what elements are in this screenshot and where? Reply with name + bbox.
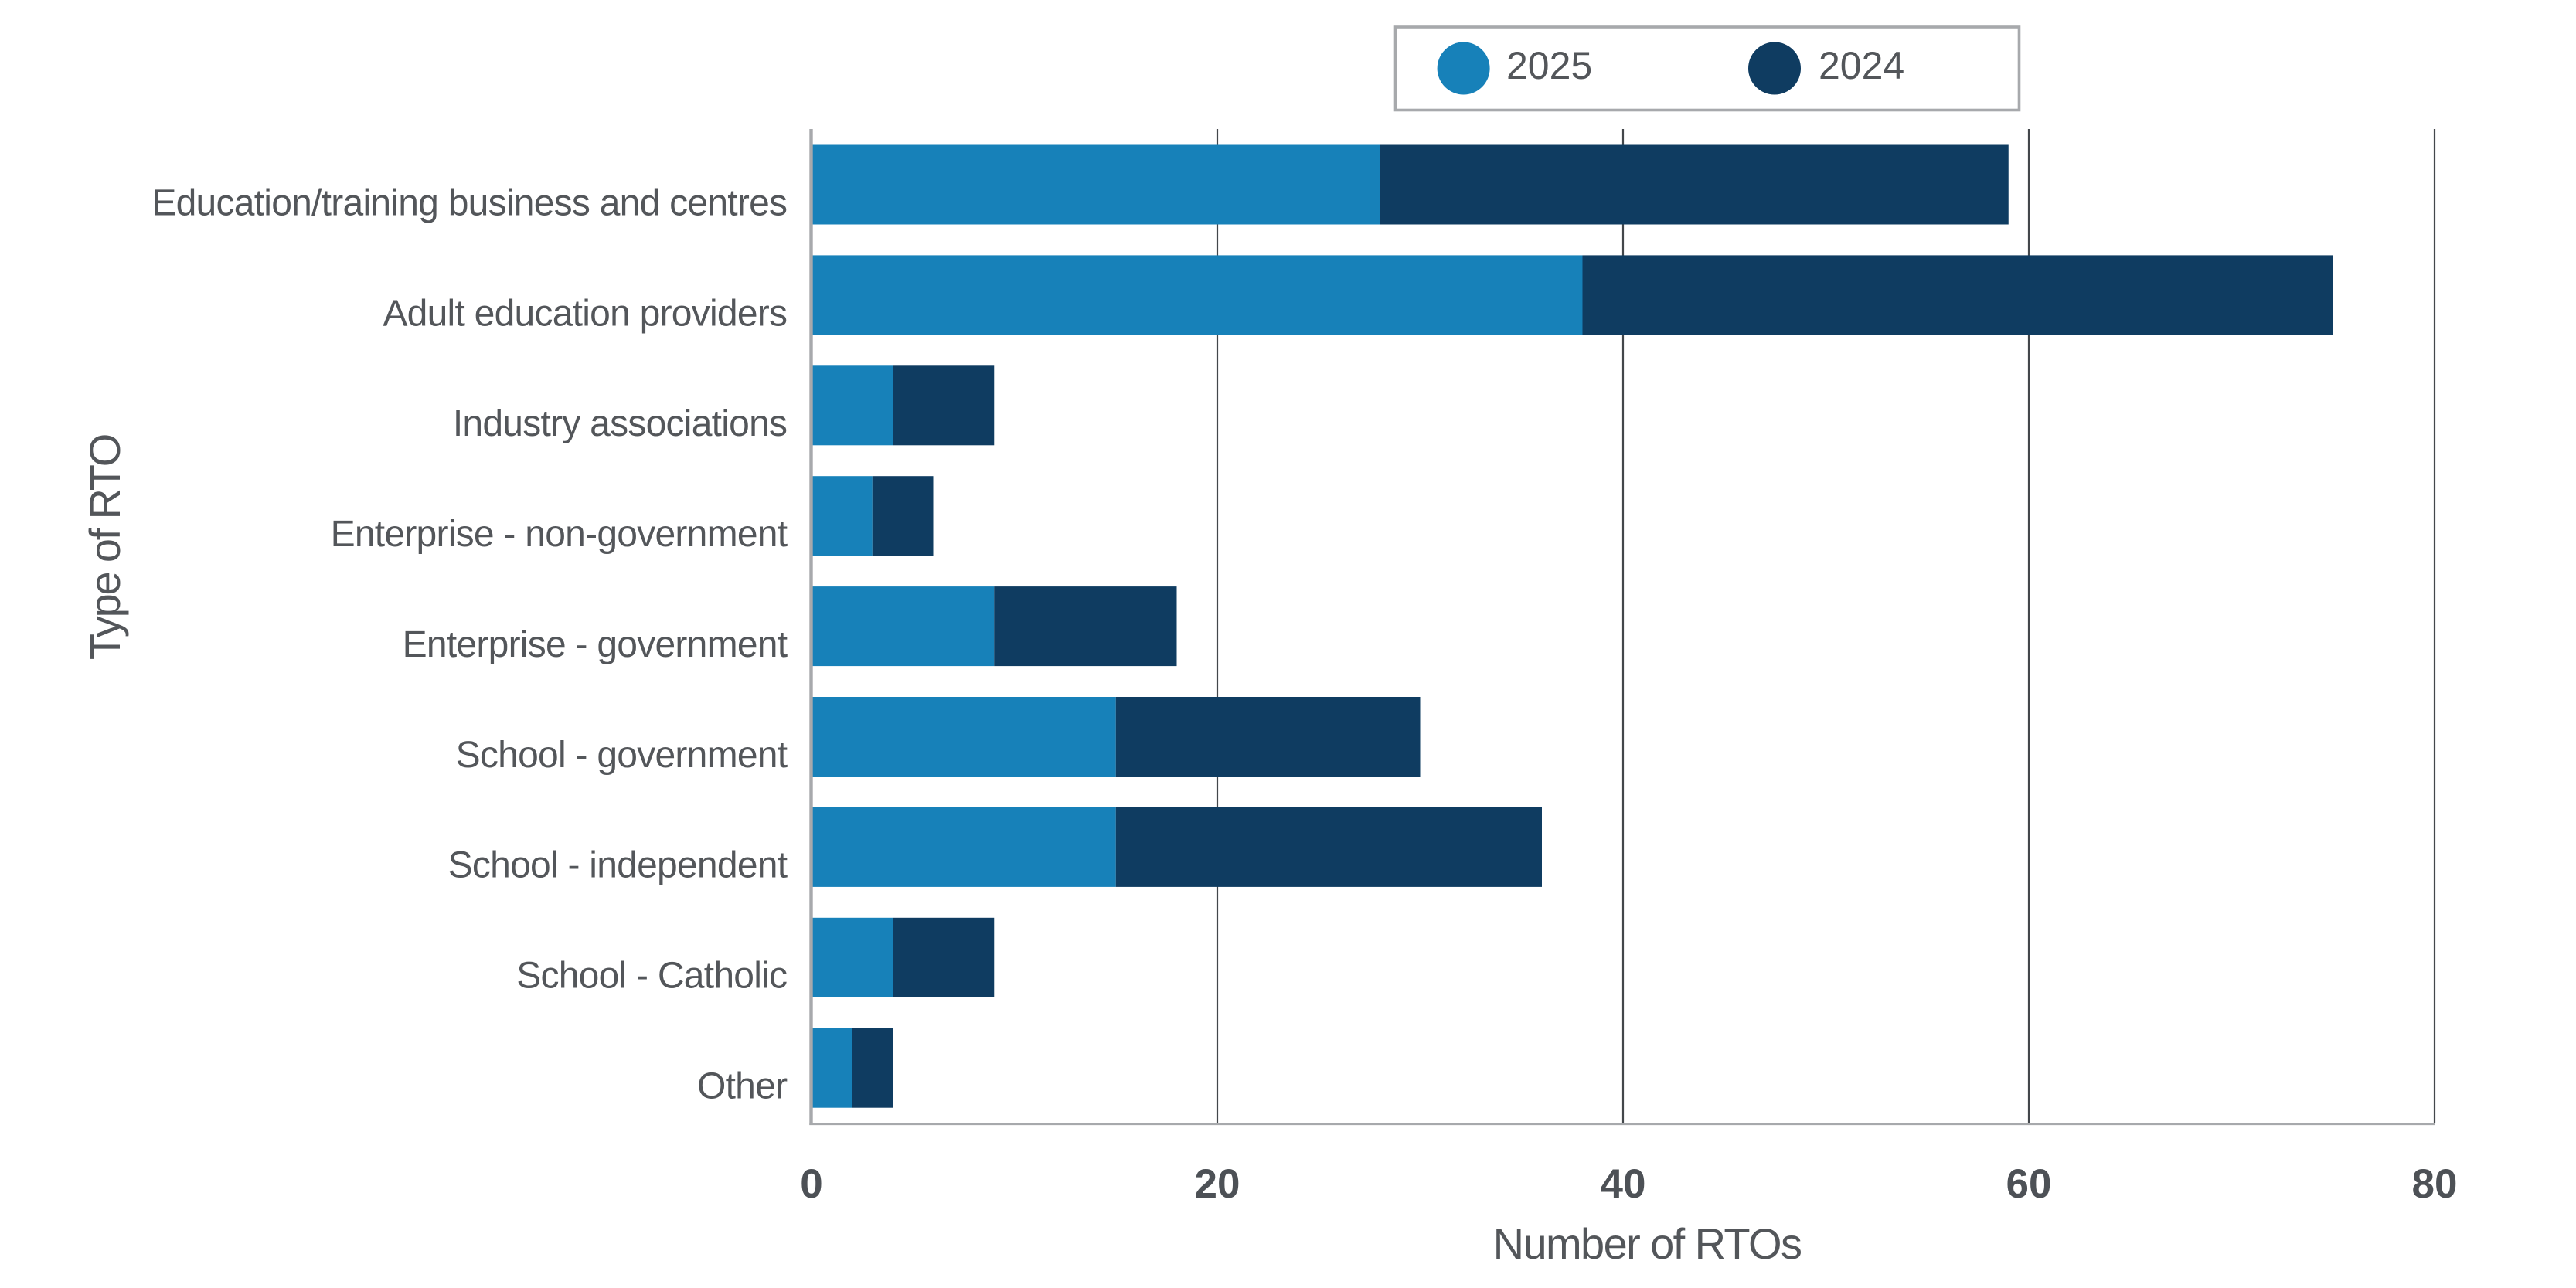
svg-text:Education/training business an: Education/training business and centres (151, 182, 787, 223)
svg-text:Other: Other (697, 1066, 788, 1107)
svg-text:2025: 2025 (1506, 44, 1592, 87)
svg-text:80: 80 (2412, 1161, 2458, 1207)
svg-text:Industry associations: Industry associations (453, 403, 787, 444)
svg-text:0: 0 (800, 1161, 822, 1207)
svg-text:60: 60 (2006, 1161, 2052, 1207)
svg-text:School - Catholic: School - Catholic (516, 956, 787, 997)
svg-text:School - independent: School - independent (448, 845, 788, 886)
svg-text:School - government: School - government (456, 735, 788, 776)
svg-text:Enterprise - non-government: Enterprise - non-government (331, 514, 788, 555)
svg-text:Type of RTO: Type of RTO (80, 435, 129, 660)
svg-text:Number of RTOs: Number of RTOs (1493, 1219, 1802, 1268)
svg-text:2024: 2024 (1819, 44, 1904, 87)
svg-text:Enterprise - government: Enterprise - government (403, 624, 788, 665)
svg-text:Adult education providers: Adult education providers (383, 293, 787, 334)
svg-text:20: 20 (1195, 1161, 1240, 1207)
svg-text:40: 40 (1601, 1161, 1646, 1207)
